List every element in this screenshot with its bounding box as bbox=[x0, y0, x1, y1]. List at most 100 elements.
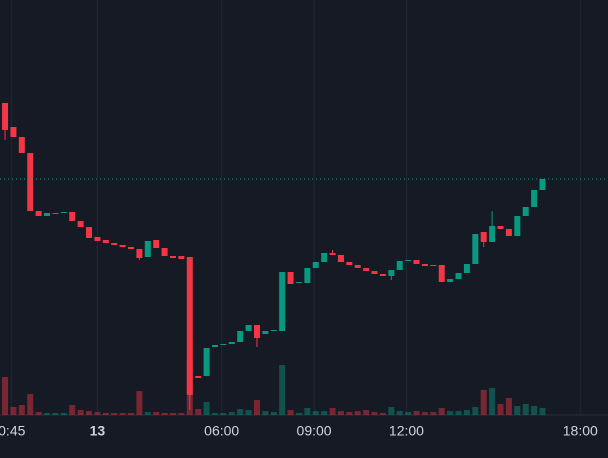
volume-bar bbox=[18, 405, 25, 415]
volume-bar bbox=[220, 413, 227, 415]
candle-body bbox=[52, 213, 59, 214]
candle-body bbox=[321, 253, 328, 262]
volume-bar bbox=[539, 408, 546, 415]
volume-bar bbox=[44, 413, 51, 415]
candle-body bbox=[295, 282, 302, 283]
volume-bar bbox=[379, 413, 386, 415]
volume-bar bbox=[497, 404, 504, 415]
candle-body bbox=[279, 272, 286, 331]
volume-bar bbox=[396, 411, 403, 415]
candle-body bbox=[77, 221, 84, 227]
candle-body bbox=[346, 262, 353, 265]
candle-body bbox=[463, 264, 470, 273]
volume-bar bbox=[421, 412, 428, 415]
volume-bar bbox=[111, 413, 118, 415]
candle-body bbox=[489, 226, 496, 242]
x-tick-label: 18:00 bbox=[563, 423, 598, 439]
candle-body bbox=[421, 264, 428, 266]
candle-body bbox=[69, 212, 76, 221]
volume-bar bbox=[178, 413, 185, 415]
volume-bar bbox=[169, 413, 176, 415]
volume-bar bbox=[430, 412, 437, 415]
candle-body bbox=[195, 376, 202, 378]
candle-body bbox=[44, 213, 51, 216]
volume-bar bbox=[388, 407, 395, 415]
volume-bar bbox=[253, 400, 260, 415]
candle-body bbox=[178, 256, 185, 259]
candle-body bbox=[396, 261, 403, 270]
candle-body bbox=[161, 248, 168, 256]
volume-bar bbox=[161, 413, 168, 415]
x-tick-label: 09:00 bbox=[297, 423, 332, 439]
volume-bar bbox=[455, 411, 462, 415]
volume-bar bbox=[153, 412, 160, 415]
volume-bar bbox=[94, 412, 101, 415]
volume-bar bbox=[413, 411, 420, 415]
candle-body bbox=[480, 232, 487, 242]
volume-bar bbox=[211, 413, 218, 415]
candle-body bbox=[531, 190, 538, 207]
candle-body bbox=[128, 247, 135, 249]
volume-bar bbox=[10, 407, 17, 415]
candle-body bbox=[363, 268, 370, 271]
volume-bar bbox=[405, 412, 412, 415]
candle-body bbox=[136, 249, 143, 258]
candle-body bbox=[438, 265, 445, 282]
candle-body bbox=[169, 256, 176, 258]
candle-body bbox=[379, 274, 386, 276]
candle-body bbox=[522, 207, 529, 216]
volume-bar bbox=[245, 410, 252, 415]
candle-body bbox=[371, 271, 378, 274]
volume-bar bbox=[312, 411, 319, 415]
volume-bar bbox=[27, 394, 34, 415]
candle-body bbox=[10, 127, 17, 137]
candle-body bbox=[262, 331, 269, 334]
candle-body bbox=[455, 273, 462, 279]
candle-body bbox=[35, 211, 42, 216]
volume-bar bbox=[304, 408, 311, 415]
volume-bar bbox=[102, 413, 109, 415]
candle-body bbox=[539, 179, 546, 190]
candle-body bbox=[405, 260, 412, 261]
volume-bar bbox=[522, 404, 529, 415]
candle-body bbox=[430, 265, 437, 266]
volume-bar bbox=[128, 413, 135, 415]
volume-bar bbox=[480, 390, 487, 415]
candle-body bbox=[94, 237, 101, 241]
volume-bar bbox=[321, 411, 328, 415]
candle-body bbox=[312, 262, 319, 268]
volume-bar bbox=[52, 413, 59, 415]
candle-body bbox=[86, 227, 93, 238]
volume-bar bbox=[270, 412, 277, 415]
volume-bar bbox=[203, 402, 210, 415]
candle-body bbox=[144, 241, 151, 257]
x-tick-label: 12:00 bbox=[389, 423, 424, 439]
candle-body bbox=[119, 245, 126, 247]
candle-body bbox=[472, 234, 479, 264]
candle-body bbox=[304, 268, 311, 283]
volume-bar bbox=[295, 413, 302, 415]
volume-bar bbox=[447, 411, 454, 415]
volume-bar bbox=[86, 411, 93, 415]
candle-body bbox=[111, 243, 118, 245]
candle-body bbox=[102, 240, 109, 243]
volume-bar bbox=[329, 408, 336, 415]
candle-body bbox=[253, 325, 260, 338]
candle-body bbox=[211, 345, 218, 347]
candle-body bbox=[153, 240, 160, 248]
volume-bar bbox=[262, 411, 269, 415]
volume-bar bbox=[287, 410, 294, 415]
candle-body bbox=[505, 229, 512, 236]
volume-bar bbox=[438, 408, 445, 415]
volume-bar bbox=[531, 406, 538, 415]
volume-bar bbox=[363, 410, 370, 415]
candle-body bbox=[237, 331, 244, 342]
candle-body bbox=[2, 103, 9, 130]
candle-body bbox=[329, 253, 336, 255]
candle-body bbox=[287, 272, 294, 284]
volume-bar bbox=[505, 398, 512, 415]
candle-body bbox=[220, 344, 227, 345]
candle-body bbox=[18, 137, 25, 153]
x-tick-label: 0:45 bbox=[0, 423, 26, 439]
